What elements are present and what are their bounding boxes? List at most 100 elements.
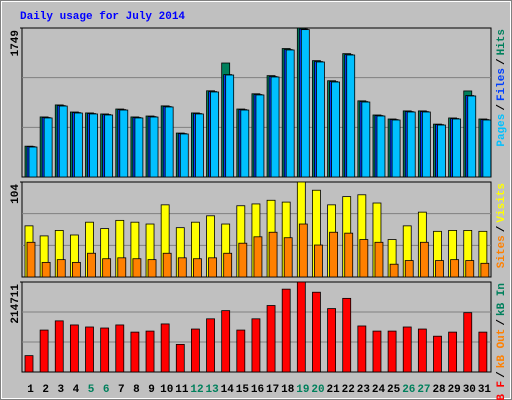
bar: [417, 328, 427, 373]
bar: [89, 113, 98, 178]
x-tick-label: 17: [266, 384, 279, 396]
bar: [24, 355, 34, 373]
bar: [281, 288, 291, 373]
x-tick-label: 21: [327, 384, 341, 396]
bar: [223, 252, 233, 278]
bar: [421, 111, 431, 178]
x-tick-label: 19: [296, 384, 309, 396]
legend-separator: /: [496, 225, 508, 232]
bar: [346, 54, 356, 178]
bar: [119, 109, 129, 178]
x-tick-label: 11: [175, 384, 189, 396]
y-tick-label: 1749: [10, 30, 22, 56]
x-tick-label: 16: [251, 384, 264, 396]
x-tick-label: 28: [432, 384, 446, 396]
legend-entry: Visits: [496, 183, 508, 223]
bar: [221, 310, 231, 373]
x-tick-label: 2: [42, 384, 49, 396]
bar: [238, 242, 248, 278]
bar: [300, 29, 310, 178]
bar: [69, 324, 79, 373]
bar: [179, 133, 189, 178]
legend-separator: /: [496, 371, 508, 378]
bar: [26, 241, 36, 278]
bar: [361, 101, 371, 178]
x-tick-label: 8: [133, 384, 140, 396]
x-tick-label: 26: [402, 384, 415, 396]
bar: [448, 331, 458, 373]
bar: [206, 318, 215, 373]
legend-entry: Pages: [496, 114, 508, 147]
bar: [236, 329, 246, 373]
bar: [480, 262, 490, 278]
bar: [177, 257, 187, 278]
bar: [482, 119, 492, 178]
bar: [389, 263, 399, 278]
bar: [270, 76, 280, 178]
bar: [87, 252, 96, 278]
bar: [450, 259, 460, 278]
bar: [39, 329, 49, 373]
legend: kB F / kB Out / kB In: [496, 283, 508, 400]
bar: [149, 116, 159, 178]
x-tick-label: 15: [236, 384, 250, 396]
bar: [372, 330, 382, 373]
legend-entry: Hits: [496, 29, 508, 55]
x-tick-label: 27: [417, 384, 430, 396]
legend-entry: kB In: [496, 283, 508, 316]
x-tick-label: 24: [372, 384, 386, 396]
bar: [467, 95, 477, 178]
x-tick-label: 31: [478, 384, 492, 396]
legend-separator: /: [496, 319, 508, 326]
x-tick-label: 22: [342, 384, 355, 396]
bar: [404, 260, 414, 278]
x-tick-label: 13: [206, 384, 220, 396]
bar: [115, 324, 125, 373]
chart-title: Daily usage for July 2014: [20, 11, 185, 23]
x-tick-label: 20: [311, 384, 324, 396]
x-tick-label: 6: [103, 384, 110, 396]
bar: [73, 112, 83, 178]
x-tick-label: 3: [58, 384, 65, 396]
bar: [100, 327, 110, 373]
bar: [331, 81, 340, 178]
x-tick-label: 23: [357, 384, 371, 396]
bar: [374, 241, 384, 278]
bar: [437, 124, 446, 178]
bar: [160, 323, 170, 373]
bar: [463, 312, 473, 373]
bar: [255, 94, 265, 178]
x-tick-label: 25: [387, 384, 401, 396]
bar: [71, 261, 81, 278]
legend-entry: kB F: [496, 381, 508, 400]
bar: [210, 91, 219, 178]
bar: [357, 325, 367, 373]
legend-entry: kB Out: [496, 329, 508, 369]
bar: [56, 259, 66, 278]
bar: [419, 241, 429, 278]
legend: Pages / Files / Hits: [496, 29, 508, 147]
bar: [225, 74, 235, 178]
bar: [191, 328, 200, 373]
bar: [134, 117, 144, 178]
bar: [465, 260, 475, 278]
bar: [251, 318, 261, 373]
bar: [387, 330, 397, 373]
x-tick-label: 12: [190, 384, 203, 396]
x-tick-label: 1: [27, 384, 34, 396]
bar: [162, 252, 172, 278]
bar: [175, 343, 185, 373]
x-tick-label: 18: [281, 384, 295, 396]
legend-entry: Sites: [496, 235, 508, 268]
bar: [478, 331, 488, 373]
bar: [391, 119, 401, 178]
bar: [266, 305, 276, 373]
bar: [359, 239, 369, 278]
x-tick-label: 5: [88, 384, 95, 396]
bar: [285, 49, 295, 178]
bar: [208, 257, 217, 278]
x-tick-label: 10: [160, 384, 173, 396]
legend-separator: /: [496, 58, 508, 65]
bar: [130, 331, 140, 373]
